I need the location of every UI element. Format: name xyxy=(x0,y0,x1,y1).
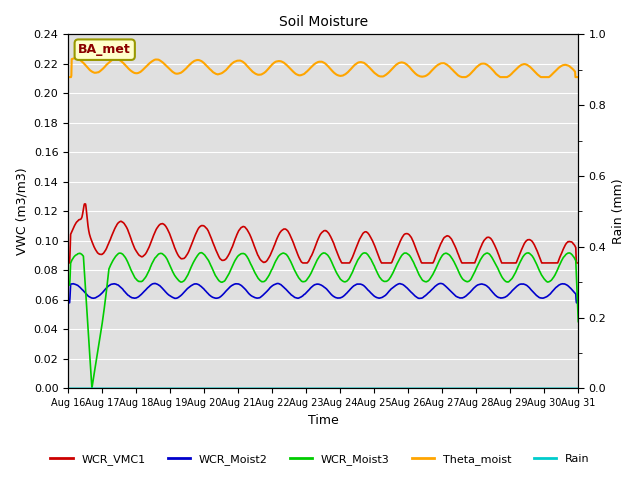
WCR_Moist3 xyxy=(470,272,477,277)
X-axis label: Time: Time xyxy=(308,414,339,427)
WCR_Moist2 xyxy=(151,280,159,286)
Rain xyxy=(575,385,582,391)
WCR_Moist3 xyxy=(575,319,582,324)
Rain xyxy=(402,385,410,391)
Theta_moist xyxy=(575,74,582,80)
Theta_moist xyxy=(469,68,477,74)
Theta_moist xyxy=(403,61,410,67)
Theta_moist xyxy=(64,74,72,80)
WCR_Moist3 xyxy=(403,251,410,256)
WCR_VMC1 xyxy=(235,228,243,233)
WCR_VMC1 xyxy=(178,256,186,262)
Theta_moist xyxy=(514,64,522,70)
WCR_Moist3 xyxy=(198,250,205,255)
Title: Soil Moisture: Soil Moisture xyxy=(278,15,368,29)
Rain xyxy=(235,385,243,391)
WCR_Moist2 xyxy=(64,300,72,306)
Text: BA_met: BA_met xyxy=(78,43,131,56)
WCR_Moist2 xyxy=(575,300,582,306)
WCR_VMC1 xyxy=(64,260,72,266)
Rain xyxy=(468,385,476,391)
Theta_moist xyxy=(178,69,186,75)
WCR_Moist2 xyxy=(403,285,410,290)
WCR_VMC1 xyxy=(166,231,173,237)
Line: WCR_VMC1: WCR_VMC1 xyxy=(68,204,579,263)
Rain xyxy=(178,385,186,391)
WCR_Moist2 xyxy=(235,281,243,287)
WCR_Moist3 xyxy=(64,282,72,288)
Y-axis label: VWC (m3/m3): VWC (m3/m3) xyxy=(15,168,28,255)
WCR_VMC1 xyxy=(81,201,88,207)
Line: WCR_Moist3: WCR_Moist3 xyxy=(68,252,579,388)
Line: Theta_moist: Theta_moist xyxy=(68,58,579,77)
WCR_VMC1 xyxy=(575,260,582,266)
WCR_Moist2 xyxy=(514,283,522,288)
WCR_Moist3 xyxy=(236,252,243,258)
Rain xyxy=(64,385,72,391)
Y-axis label: Rain (mm): Rain (mm) xyxy=(612,179,625,244)
Line: WCR_Moist2: WCR_Moist2 xyxy=(68,283,579,303)
WCR_VMC1 xyxy=(469,260,477,266)
WCR_Moist3 xyxy=(166,262,173,267)
Legend: WCR_VMC1, WCR_Moist2, WCR_Moist3, Theta_moist, Rain: WCR_VMC1, WCR_Moist2, WCR_Moist3, Theta_… xyxy=(46,450,594,469)
Theta_moist xyxy=(235,58,243,63)
Rain xyxy=(514,385,522,391)
WCR_Moist2 xyxy=(178,292,186,298)
WCR_Moist3 xyxy=(88,385,96,391)
Rain xyxy=(165,385,173,391)
WCR_VMC1 xyxy=(514,255,522,261)
Theta_moist xyxy=(166,66,173,72)
WCR_Moist2 xyxy=(469,286,477,292)
WCR_Moist2 xyxy=(166,292,173,298)
WCR_Moist3 xyxy=(515,263,522,269)
WCR_Moist3 xyxy=(178,279,186,285)
WCR_VMC1 xyxy=(403,231,410,237)
Theta_moist xyxy=(70,55,78,61)
